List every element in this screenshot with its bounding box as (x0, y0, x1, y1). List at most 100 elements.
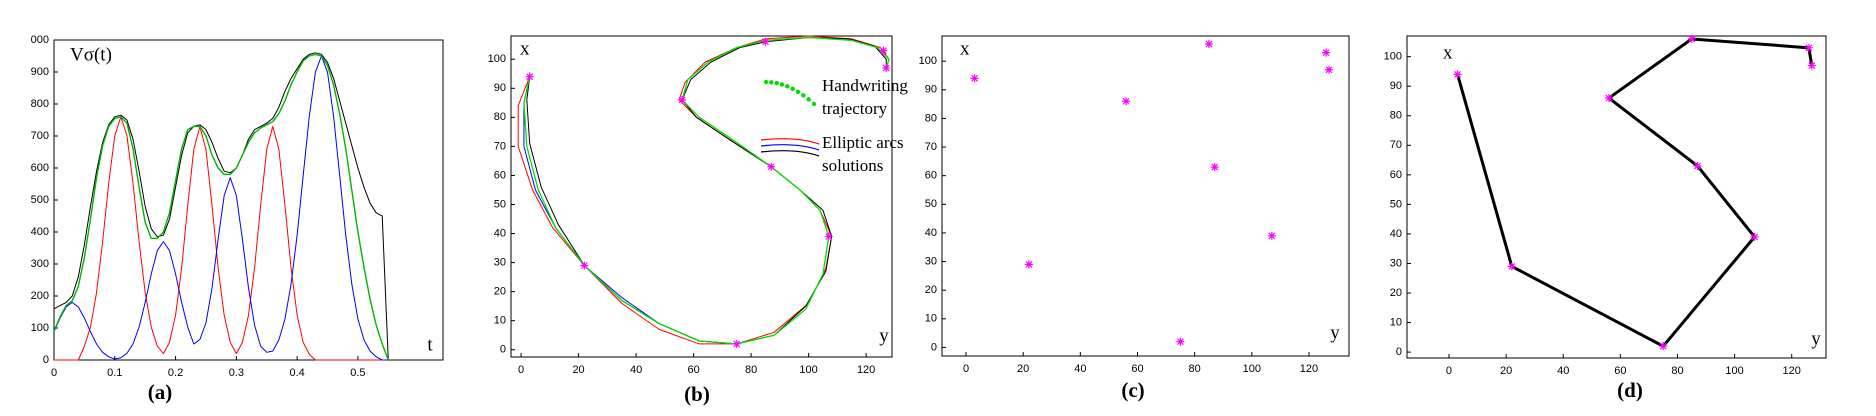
legend-label: Handwriting (822, 76, 908, 95)
series-line (53, 55, 389, 361)
legend-dot (785, 84, 790, 89)
y-tick-label: 400 (31, 226, 49, 238)
point-marker (732, 339, 741, 348)
point-marker (1687, 34, 1696, 43)
legend-label: solutions (822, 156, 883, 175)
y-tick-label: 80 (925, 112, 937, 124)
point-marker (1122, 97, 1131, 106)
x-axis-label: y (1811, 328, 1821, 349)
series-line (54, 116, 389, 361)
y-tick-label: 60 (925, 170, 937, 182)
y-tick-label: 0 (931, 341, 937, 353)
y-tick-label: 90 (1390, 80, 1402, 92)
x-tick-label: 100 (799, 364, 817, 376)
y-tick-label: 0 (1396, 346, 1402, 358)
point-marker (1267, 231, 1276, 240)
y-tick-label: 900 (31, 66, 49, 78)
x-tick-label: 120 (1783, 365, 1801, 377)
x-tick-label: 100 (1725, 365, 1743, 377)
panel-label: (d) (1617, 378, 1643, 402)
y-tick-label: 50 (494, 198, 506, 210)
y-tick-label: 20 (494, 286, 506, 298)
y-tick-label: 90 (925, 84, 937, 96)
x-tick-label: 0 (963, 363, 969, 375)
y-tick-label: 20 (1390, 287, 1402, 299)
point-marker (761, 37, 770, 46)
point-marker (1807, 61, 1816, 70)
x-axis-label: t (427, 334, 433, 355)
y-tick-label: 50 (1390, 198, 1402, 210)
legend-dot (811, 101, 817, 107)
x-tick-label: 0.4 (289, 367, 304, 379)
x-tick-label: 0.5 (350, 367, 365, 379)
x-tick-label: 20 (1500, 365, 1512, 377)
legend-dot (795, 89, 801, 94)
panel-label: (b) (684, 382, 710, 406)
x-tick-label: 40 (1074, 363, 1086, 375)
point-marker (767, 162, 776, 171)
legend-dot (801, 93, 806, 98)
point-marker (1750, 232, 1759, 241)
point-marker (580, 261, 589, 270)
x-tick-label: 100 (1243, 363, 1261, 375)
x-tick-label: 20 (1017, 363, 1029, 375)
point-marker (1604, 94, 1613, 103)
plot-frame (1406, 35, 1827, 359)
series-line (1456, 37, 1814, 348)
plot-frame (510, 35, 893, 358)
series-line (53, 53, 389, 361)
x-tick-label: 60 (687, 364, 699, 376)
point-marker (1453, 70, 1462, 79)
y-tick-label: 100 (919, 55, 937, 67)
y-tick-label: 100 (1384, 51, 1402, 63)
point-marker (824, 232, 833, 241)
point-marker (1659, 342, 1668, 351)
y-tick-label: 40 (1390, 228, 1402, 240)
x-tick-label: 40 (1557, 365, 1569, 377)
x-tick-label: 0.2 (168, 367, 183, 379)
y-tick-label: 30 (1390, 257, 1402, 269)
x-tick-label: 120 (1300, 363, 1318, 375)
x-tick-label: 80 (1189, 363, 1201, 375)
y-tick-label: 500 (31, 194, 49, 206)
legend-dot (763, 79, 769, 85)
y-tick-label: 30 (494, 256, 506, 268)
y-tick-label: 40 (494, 227, 506, 239)
legend-dot (806, 97, 811, 102)
y-tick-label: 30 (925, 255, 937, 267)
legend-label: Elliptic arcs (822, 133, 904, 152)
point-marker (1324, 65, 1333, 74)
panel-label: (c) (1121, 378, 1144, 402)
y-tick-label: 90 (494, 82, 506, 94)
legend-dot (769, 80, 774, 85)
point-marker (1507, 262, 1516, 271)
y-axis-label: x (520, 38, 530, 59)
x-tick-label: 20 (572, 364, 584, 376)
y-tick-label: 100 (31, 322, 49, 334)
y-tick-label: 800 (31, 98, 49, 110)
legend-label: trajectory (822, 99, 888, 118)
y-tick-label: 0 (500, 344, 506, 356)
legend-dot (779, 82, 785, 87)
point-marker (1024, 260, 1033, 269)
y-tick-label: 200 (31, 290, 49, 302)
x-tick-label: 0.1 (107, 367, 122, 379)
x-tick-label: 0 (51, 367, 57, 379)
point-marker (1176, 337, 1185, 346)
series-line (523, 76, 737, 345)
point-marker (970, 74, 979, 83)
y-tick-label: 60 (1390, 169, 1402, 181)
y-tick-label: 80 (1390, 110, 1402, 122)
y-axis-label: Vσ(t) (70, 44, 112, 65)
y-tick-label: 70 (925, 141, 937, 153)
y-tick-label: 50 (925, 198, 937, 210)
y-tick-label: 10 (494, 315, 506, 327)
y-tick-label: 60 (494, 169, 506, 181)
y-tick-label: 70 (1390, 139, 1402, 151)
y-tick-label: 300 (31, 258, 49, 270)
plot-frame (941, 35, 1350, 357)
x-tick-label: 120 (857, 364, 875, 376)
x-tick-label: 80 (745, 364, 757, 376)
x-axis-label: y (1330, 322, 1340, 343)
